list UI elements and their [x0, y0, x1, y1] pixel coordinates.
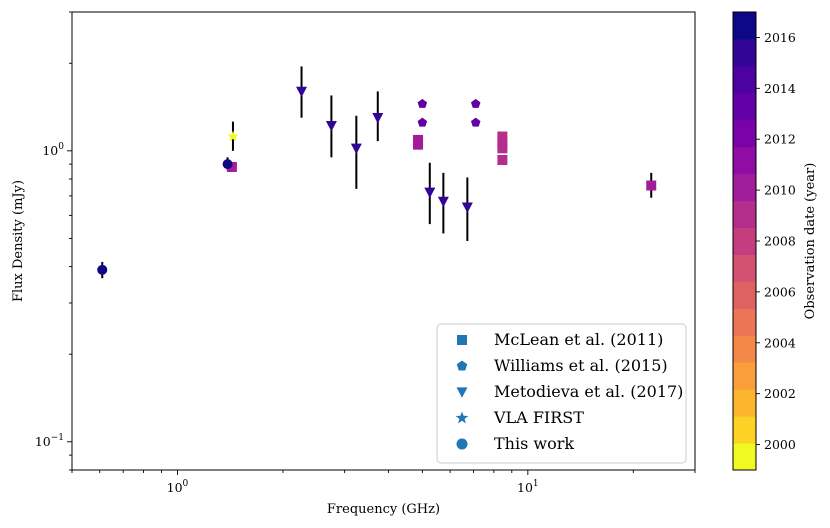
data-point-square [226, 161, 237, 172]
plot-frame [71, 11, 696, 471]
colorbar-segment [733, 227, 756, 255]
colorbar-segment [733, 335, 756, 363]
legend-marker-star [455, 411, 469, 424]
colorbar-segment [733, 254, 756, 282]
data-point-triangle-down [325, 121, 337, 132]
y-tick-label: 10−1 [35, 433, 64, 449]
colorbar-segment [733, 173, 756, 202]
data-point-square [646, 180, 657, 191]
legend-label: Metodieva et al. (2017) [494, 382, 683, 401]
colorbar-segment [733, 281, 756, 309]
colorbar-segment [733, 146, 756, 175]
data-point-triangle-down [296, 86, 308, 98]
colorbar-tick-label: 2006 [764, 284, 796, 299]
legend-label: This work [494, 434, 574, 453]
colorbar-segment [733, 416, 756, 444]
colorbar-tick-label: 2002 [764, 386, 796, 401]
legend-label: McLean et al. (2011) [494, 330, 663, 349]
legend-label: VLA FIRST [493, 408, 584, 427]
legend-marker-triangle-down [456, 387, 468, 398]
colorbar-segment [733, 119, 756, 148]
legend-label: Williams et al. (2015) [494, 356, 668, 375]
data-point-pentagon [417, 98, 428, 108]
error-bars [101, 66, 653, 279]
colorbar-tick-label: 2010 [764, 183, 796, 198]
y-tick-label: 100 [42, 142, 64, 158]
colorbar-tick-label: 2000 [764, 437, 796, 452]
legend-marker-circle [456, 438, 468, 450]
data-point-triangle-down [437, 196, 449, 208]
data-markers [97, 86, 657, 275]
legend-marker-square [457, 335, 467, 345]
legend: McLean et al. (2011) Williams et al. (201… [436, 323, 687, 464]
colorbar-segment [733, 38, 756, 67]
colorbar-segment [733, 12, 756, 40]
data-point-square [413, 134, 424, 145]
legend-marker-pentagon [456, 360, 468, 371]
colorbar-segment [733, 65, 756, 94]
legend-box [436, 323, 687, 464]
colorbar-segment [733, 362, 756, 390]
colorbar-tick-label: 2012 [764, 132, 796, 147]
colorbar-tick-label: 2004 [764, 335, 796, 350]
data-point-triangle-down [461, 202, 473, 213]
tick-labels: 100 101 10−1 100 [35, 142, 539, 495]
y-axis-label: Flux Density (mJy) [11, 180, 26, 302]
data-point-square [497, 154, 508, 165]
x-tick-label: 100 [167, 479, 189, 495]
colorbar: 2000 2002 2004 2006 2008 2010 2012 2014 2016 [732, 11, 796, 471]
data-point-pentagon [417, 117, 428, 127]
data-point-circle [97, 264, 108, 275]
data-point-triangle-down [424, 187, 436, 199]
colorbar-tick-label: 2008 [764, 234, 796, 249]
colorbar-segment [733, 92, 756, 121]
colorbar-segment [733, 200, 756, 229]
colorbar-segment [733, 443, 756, 471]
x-axis-label: Frequency (GHz) [327, 502, 440, 517]
data-point-circle [222, 159, 233, 170]
colorbar-tick-label: 2016 [764, 30, 796, 45]
colorbar-tick-label: 2014 [764, 81, 796, 96]
colorbar-segment [733, 389, 756, 417]
data-point-pentagon [470, 117, 481, 127]
colorbar-label: Observation date (year) [803, 163, 818, 320]
x-tick-label: 101 [517, 479, 539, 495]
data-point-triangle-down [372, 113, 384, 124]
data-point-triangle-down [350, 143, 362, 155]
data-point-square [497, 131, 508, 142]
data-point-star [227, 130, 239, 142]
data-point-square [497, 138, 508, 149]
colorbar-segment [733, 308, 756, 336]
data-point-pentagon [470, 98, 481, 108]
